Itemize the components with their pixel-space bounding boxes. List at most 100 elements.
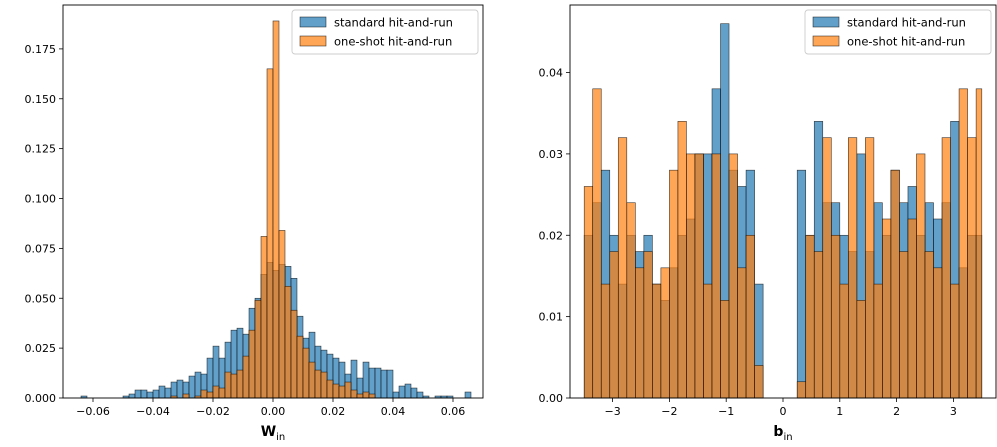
histogram-bar-standard — [368, 367, 376, 399]
histogram-bar-standard — [188, 375, 196, 399]
histogram-bar-one-shot — [600, 283, 611, 399]
histogram-bar-one-shot — [890, 169, 900, 399]
legend-box — [804, 9, 992, 55]
histogram-bar-standard — [464, 391, 472, 399]
histogram-bar-one-shot — [924, 251, 934, 399]
legend: standard hit-and-run one-shot hit-and-run — [291, 9, 479, 55]
x-tick-label: 1 — [836, 405, 843, 418]
histogram-bar-one-shot — [626, 202, 636, 399]
histogram-bar-standard — [164, 387, 172, 399]
histogram-bar-one-shot — [754, 365, 764, 399]
histogram-bar-one-shot — [950, 283, 960, 399]
histogram-bar-one-shot — [290, 309, 298, 399]
x-axis-label-subscript: in — [276, 432, 285, 443]
histogram-bar-one-shot — [182, 393, 190, 399]
histogram-bar-one-shot — [958, 88, 968, 399]
x-tick-label: 0 — [780, 405, 787, 418]
legend-box — [291, 9, 479, 55]
histogram-bar-one-shot — [975, 88, 983, 399]
histogram-bar-standard — [140, 389, 148, 399]
histogram-bar-one-shot — [643, 251, 653, 399]
legend-swatch-one-shot — [812, 35, 840, 47]
x-tick-label: −0.02 — [196, 405, 230, 418]
histogram-bar-one-shot — [737, 267, 747, 399]
y-tick-label: 0.03 — [539, 148, 564, 161]
histogram-bar-standard — [158, 385, 166, 399]
histogram-bar-one-shot — [830, 234, 841, 399]
histogram-bar-one-shot — [660, 267, 670, 399]
legend-swatch-standard — [299, 16, 327, 28]
histogram-bar-one-shot — [677, 121, 687, 399]
histogram-bar-one-shot — [839, 283, 849, 399]
histogram-bar-one-shot — [242, 355, 250, 399]
histogram-bar-one-shot — [278, 230, 286, 399]
histogram-bar-standard — [170, 381, 178, 399]
histogram-b-in: −3 −2 −1 0 1 2 3 0.00 0.01 0.02 0.03 0.04 bin standar… — [539, 4, 997, 443]
legend-label: standard hit-and-run — [334, 16, 453, 30]
y-tick-label: 0.125 — [25, 143, 57, 156]
histogram-bar-one-shot — [266, 68, 274, 399]
histogram-bar-one-shot — [652, 283, 662, 399]
y-tick-label: 0.050 — [25, 292, 57, 305]
histogram-bar-one-shot — [899, 251, 909, 399]
y-tick-label: 0.000 — [25, 392, 57, 405]
histogram-bar-one-shot — [686, 153, 696, 399]
y-tick-label: 0.025 — [25, 342, 57, 355]
histogram-bar-one-shot — [338, 385, 346, 399]
y-tick-label: 0.075 — [25, 242, 57, 255]
histogram-bar-one-shot — [314, 369, 322, 399]
histogram-bar-one-shot — [218, 387, 226, 399]
histogram-bar-one-shot — [236, 369, 244, 399]
y-tick-label: 0.150 — [25, 93, 57, 106]
histogram-bar-one-shot — [967, 137, 977, 399]
histogram-bar-one-shot — [230, 373, 238, 399]
histogram-bar-one-shot — [308, 361, 316, 399]
histogram-bar-one-shot — [272, 20, 280, 399]
x-tick-label: 3 — [950, 405, 957, 418]
histogram-bar-one-shot — [356, 393, 364, 399]
histogram-bar-one-shot — [617, 137, 628, 399]
histogram-bar-one-shot — [350, 389, 358, 399]
x-tick-label: 0.00 — [261, 405, 286, 418]
histogram-bar-one-shot — [796, 381, 807, 399]
histogram-bar-one-shot — [873, 283, 883, 399]
y-tick-label: 0.00 — [539, 392, 564, 405]
histogram-bar-one-shot — [822, 137, 832, 399]
histogram-bar-standard — [152, 389, 160, 399]
histogram-bar-one-shot — [344, 381, 352, 399]
y-tick-label: 0.175 — [25, 43, 57, 56]
histogram-bar-standard — [404, 383, 412, 399]
histogram-bar-one-shot — [865, 137, 875, 399]
histogram-bar-one-shot — [941, 137, 951, 399]
histogram-bar-one-shot — [206, 391, 214, 399]
histogram-bar-one-shot — [609, 251, 619, 399]
y-tick-label: 0.01 — [539, 311, 564, 324]
x-tick-label: 0.02 — [321, 405, 346, 418]
histogram-bar-standard — [398, 385, 406, 399]
histogram-bar-one-shot — [805, 234, 815, 399]
histogram-bar-one-shot — [907, 218, 917, 399]
x-tick-label: 0.04 — [381, 405, 406, 418]
histogram-bar-one-shot — [212, 385, 220, 399]
histogram-bar-standard — [796, 169, 807, 399]
histogram-bar-one-shot — [296, 335, 304, 399]
x-tick-label: −3 — [604, 405, 620, 418]
histogram-bar-standard — [146, 391, 154, 399]
histogram-bar-one-shot — [362, 391, 370, 399]
histogram-bar-standard — [194, 371, 202, 399]
histogram-bar-standard — [416, 391, 424, 399]
legend-label: one-shot hit-and-run — [334, 35, 452, 49]
histogram-bar-one-shot — [200, 389, 208, 399]
histogram-bar-standard — [392, 391, 400, 399]
x-axis-label: Win — [261, 424, 286, 443]
legend-swatch-one-shot — [299, 35, 327, 47]
histogram-bar-one-shot — [720, 300, 730, 399]
x-axis-label: bin — [773, 424, 792, 443]
histogram-bar-one-shot — [635, 267, 645, 399]
histogram-bar-one-shot — [332, 383, 340, 399]
histogram-bar-one-shot — [745, 234, 755, 399]
x-tick-label: 0.06 — [441, 405, 466, 418]
histogram-bar-standard — [410, 387, 418, 399]
histogram-bar-one-shot — [933, 267, 943, 399]
